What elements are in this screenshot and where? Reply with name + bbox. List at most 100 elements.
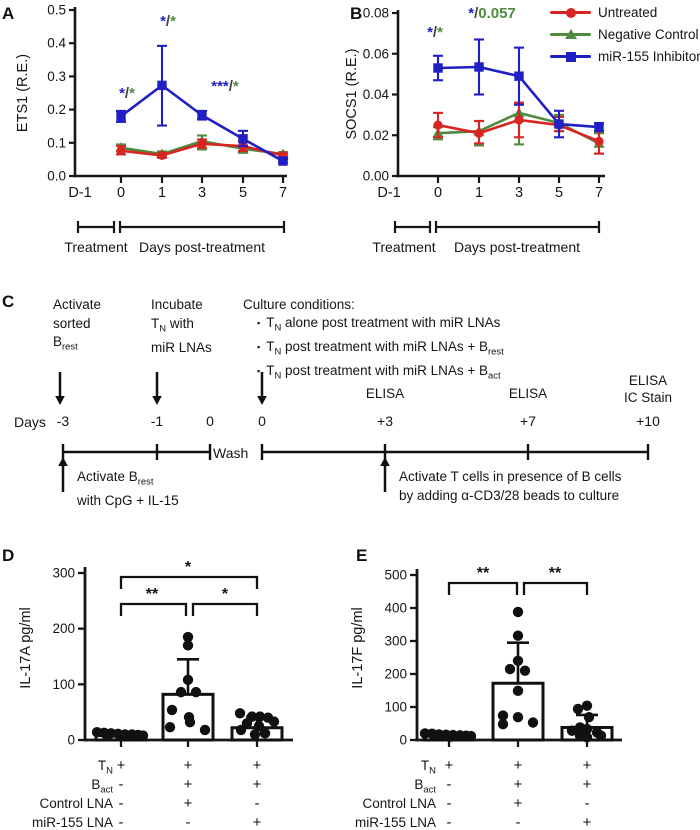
timeline-day-tick: -3 [56, 413, 70, 429]
legend-label: miR-155 Inhibitor [598, 48, 700, 64]
timeline-culture-title: Culture conditions: [243, 297, 355, 312]
condition-value: - [446, 814, 452, 830]
svg-text:200: 200 [52, 621, 75, 636]
svg-text:**: ** [146, 586, 159, 603]
significance-annotation: */* [119, 85, 135, 102]
legend-item-mir155-inhibitor: miR-155 Inhibitor [550, 46, 700, 68]
data-point [234, 708, 246, 719]
elisa-icstain-label-day10: ELISA IC Stain [623, 373, 673, 405]
data-point [241, 718, 253, 729]
data-point [504, 663, 516, 675]
condition-row-label: Control LNA [39, 796, 113, 811]
significance-bracket [447, 581, 519, 595]
panel-c-timeline [55, 372, 650, 492]
data-point [595, 730, 607, 741]
svg-text:3: 3 [515, 185, 523, 201]
data-point [137, 730, 149, 741]
significance-bracket [522, 581, 589, 595]
timeline-days-label: Days [14, 414, 46, 430]
data-point [512, 630, 524, 641]
panel-b-chart: 0.00 0.02 0.04 0.06 0.08 0 1 3 5 7 D-1 */* */0.057 Tr… [344, 5, 605, 255]
svg-text:0.08: 0.08 [363, 6, 389, 21]
condition-value: - [446, 795, 452, 812]
condition-value: - [515, 814, 521, 830]
data-point [445, 731, 457, 742]
data-point [497, 710, 509, 721]
svg-text:1: 1 [475, 185, 483, 201]
condition-row-label: TN [97, 758, 113, 777]
svg-text:300: 300 [384, 634, 407, 649]
condition-value: - [185, 814, 191, 830]
svg-text:0: 0 [434, 185, 442, 201]
svg-text:0: 0 [399, 733, 407, 748]
svg-text:Days post-treatment: Days post-treatment [454, 239, 580, 255]
significance-bracket [191, 602, 259, 616]
data-point [184, 716, 196, 728]
condition-value: + [513, 795, 523, 812]
significance-annotation: */* [160, 13, 176, 30]
bullet-icon: ▪ [257, 366, 261, 377]
legend-item-negative-control: Negative Control [550, 24, 700, 46]
data-point [581, 700, 593, 711]
timeline-note-activate-brest: Activate Brest with CpG + IL-15 [77, 469, 179, 509]
svg-text:500: 500 [384, 568, 407, 583]
data-point [182, 631, 194, 643]
condition-value: + [444, 757, 454, 774]
timeline-wash-label: Wash [213, 445, 249, 461]
svg-text:0.3: 0.3 [47, 69, 66, 84]
svg-text:100: 100 [384, 700, 407, 715]
significance-annotation: */* [427, 24, 443, 41]
svg-text:0.02: 0.02 [363, 128, 389, 143]
svg-text:0: 0 [67, 733, 75, 748]
svg-text:**: ** [477, 565, 490, 582]
svg-text:5: 5 [555, 185, 563, 201]
timeline-day-tick: +7 [520, 413, 536, 429]
data-point [566, 725, 578, 736]
data-point [190, 686, 202, 698]
significance-bracket [119, 602, 188, 616]
condition-value: + [252, 814, 262, 830]
svg-text:IL-17F pg/ml: IL-17F pg/ml [350, 607, 366, 688]
legend-marker-circle-icon [566, 7, 576, 18]
condition-value: + [183, 795, 193, 812]
panel-a-chart: 0.0 0.1 0.2 0.3 0.4 0.5 0 1 3 5 7 D-1 */* */* ***/* Tre… [15, 3, 289, 255]
data-point [182, 674, 194, 686]
data-point [259, 728, 271, 739]
panel-label-e: E [356, 546, 368, 565]
elisa-label-day3: ELISA [365, 386, 405, 401]
svg-text:300: 300 [52, 566, 75, 581]
svg-text:Treatment: Treatment [64, 239, 127, 255]
data-point [583, 712, 595, 723]
condition-value: - [254, 795, 260, 812]
timeline-day-tick: 0 [258, 413, 266, 429]
timeline-day-tick: 0 [206, 413, 214, 429]
timeline-incubate-tn-text: Incubate TN with miR LNAs [151, 297, 212, 355]
svg-text:0.06: 0.06 [363, 46, 389, 61]
data-point [429, 731, 441, 742]
condition-value: + [116, 757, 126, 774]
svg-text:200: 200 [384, 667, 407, 682]
bullet-icon: ▪ [257, 342, 261, 353]
condition-value: - [118, 814, 124, 830]
culture-bullets: ▪ TN alone post treatment with miR LNAs ▪ T… [257, 315, 504, 383]
condition-row-label: Bact [414, 777, 436, 796]
data-point [253, 720, 265, 732]
condition-row-label: miR-155 LNA [354, 815, 436, 830]
data-point [581, 723, 593, 735]
condition-row-label: Bact [91, 777, 113, 796]
condition-value: - [584, 795, 590, 812]
data-point [249, 729, 261, 740]
svg-text:0.0: 0.0 [47, 169, 66, 184]
timeline-note-activate-tcells: Activate T cells in presence of B cells b… [399, 469, 622, 503]
svg-text:Days post-treatment: Days post-treatment [139, 239, 265, 255]
condition-value: + [252, 776, 262, 793]
legend-label: Negative Control [598, 26, 699, 42]
data-point [527, 717, 539, 728]
bullet-icon: ▪ [257, 318, 261, 328]
timeline-activate-brest-text: Activate sorted Brest [53, 297, 102, 353]
significance-bracket [119, 575, 259, 589]
svg-text:SOCS1 (R.E.): SOCS1 (R.E.) [344, 48, 360, 139]
svg-text:7: 7 [279, 185, 287, 201]
